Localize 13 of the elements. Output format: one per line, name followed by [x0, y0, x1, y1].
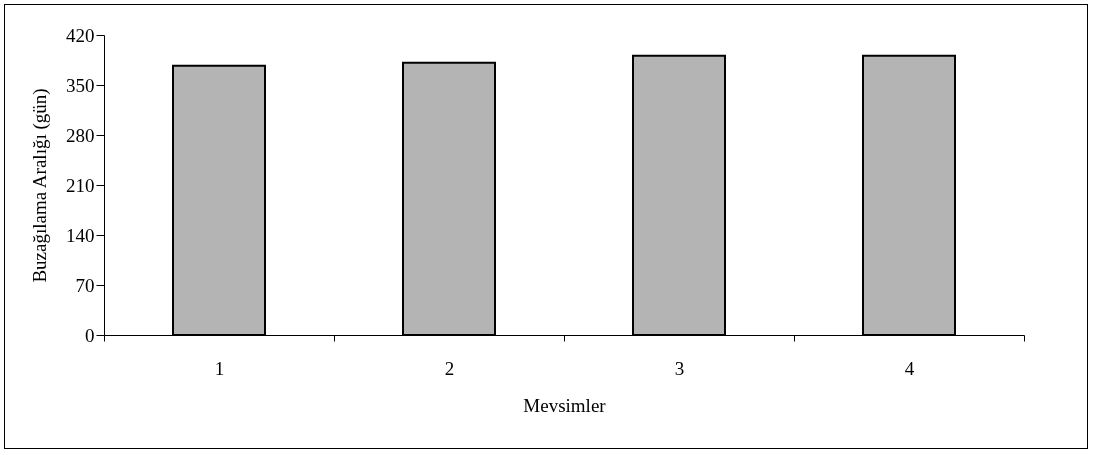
y-axis-title: Buzağılama Aralığı (gün)	[29, 88, 51, 283]
y-tick-label: 0	[85, 324, 95, 346]
y-tick-label: 210	[66, 174, 95, 196]
y-tick-label: 140	[66, 224, 95, 246]
x-tick-label: 3	[674, 357, 685, 379]
y-tick-label: 420	[66, 24, 95, 46]
x-tick-label: 4	[904, 357, 915, 379]
x-tick-label: 1	[214, 357, 225, 379]
y-tick-label: 280	[66, 124, 95, 146]
y-tick-label: 350	[66, 74, 95, 96]
x-axis-title: Mevsimler	[523, 394, 607, 416]
x-tick-label: 2	[444, 357, 455, 379]
y-tick-label: 70	[75, 274, 95, 296]
